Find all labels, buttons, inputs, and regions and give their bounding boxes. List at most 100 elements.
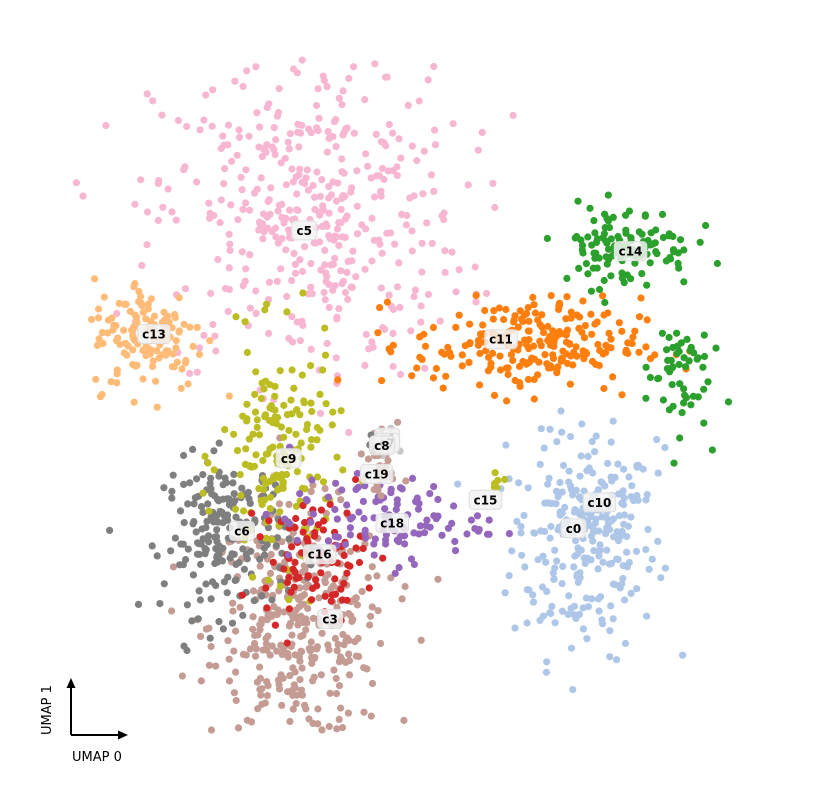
scatter-point-c5 — [362, 150, 370, 158]
scatter-point-c0 — [588, 595, 596, 603]
scatter-point-c6 — [194, 615, 202, 623]
scatter-point-c6 — [228, 550, 236, 558]
scatter-point-c6 — [229, 479, 237, 487]
scatter-point-c0 — [607, 602, 615, 610]
scatter-point-c14 — [599, 234, 607, 242]
scatter-point-c0 — [616, 584, 624, 592]
scatter-point-c11 — [537, 342, 545, 350]
scatter-point-c0 — [542, 558, 550, 566]
scatter-point-c5 — [252, 287, 260, 295]
scatter-point-c13 — [150, 312, 159, 320]
scatter-point-c5 — [181, 285, 190, 293]
scatter-point-unlabeled — [654, 375, 662, 383]
scatter-point-c5 — [393, 283, 402, 291]
scatter-point-c5 — [288, 313, 296, 321]
scatter-point-c9 — [266, 505, 274, 513]
scatter-point-c11 — [582, 349, 590, 357]
scatter-point-c11 — [474, 341, 482, 349]
scatter-point-c3 — [286, 672, 294, 680]
scatter-point-c0 — [598, 616, 606, 624]
scatter-point-c11 — [546, 332, 554, 341]
scatter-point-c9 — [245, 435, 253, 443]
scatter-point-c0 — [625, 558, 633, 567]
scatter-point-c3 — [337, 496, 345, 504]
scatter-point-c5 — [385, 120, 393, 129]
scatter-point-c11 — [604, 309, 612, 317]
scatter-point-unlabeled — [663, 346, 671, 354]
scatter-point-c5 — [296, 129, 305, 137]
scatter-point-unlabeled — [642, 394, 650, 402]
scatter-point-c3 — [290, 614, 298, 622]
scatter-point-c6 — [205, 532, 213, 540]
scatter-point-c6 — [190, 500, 198, 508]
scatter-point-c9 — [313, 473, 322, 481]
scatter-point-c5 — [474, 146, 482, 154]
scatter-point-c5 — [238, 248, 246, 256]
scatter-point-unlabeled — [677, 339, 685, 347]
scatter-point-c13 — [87, 315, 96, 324]
cluster-label-text: c8 — [374, 439, 389, 453]
scatter-point-c5 — [283, 292, 291, 301]
scatter-point-c14 — [618, 274, 627, 282]
cluster-label-c14: c14 — [613, 241, 648, 262]
scatter-point-c11 — [607, 335, 615, 343]
scatter-point-c0 — [515, 479, 523, 487]
scatter-point-c11 — [476, 381, 484, 389]
scatter-point-c0 — [614, 555, 622, 564]
scatter-point-c5 — [332, 354, 340, 362]
scatter-point-c11 — [455, 311, 463, 319]
scatter-point-c6 — [273, 534, 281, 542]
scatter-point-c3 — [268, 642, 276, 650]
scatter-point-c13 — [139, 375, 147, 383]
scatter-point-c5 — [217, 196, 225, 204]
scatter-point-c11 — [553, 369, 561, 377]
scatter-point-c3 — [345, 657, 354, 665]
scatter-point-c18 — [407, 555, 416, 563]
scatter-point-c5 — [368, 338, 376, 346]
scatter-point-c5 — [284, 138, 292, 146]
scatter-point-c9 — [255, 431, 264, 439]
scatter-point-c5 — [332, 197, 341, 205]
scatter-point-c9 — [243, 400, 251, 408]
y-axis-label: UMAP 1 — [40, 685, 55, 735]
scatter-point-c11 — [588, 330, 596, 338]
scatter-point-c11 — [599, 292, 607, 300]
scatter-point-c5 — [353, 167, 361, 175]
scatter-point-c14 — [602, 253, 610, 261]
scatter-point-c3 — [266, 569, 275, 578]
scatter-point-c5 — [314, 127, 322, 135]
scatter-point-c13 — [225, 392, 233, 400]
scatter-point-c14 — [604, 191, 612, 199]
scatter-point-c9 — [274, 414, 282, 422]
scatter-point-c18 — [420, 529, 429, 537]
scatter-point-c5 — [361, 361, 369, 369]
scatter-point-c5 — [334, 179, 342, 187]
scatter-point-c9 — [288, 366, 296, 374]
scatter-point-c9 — [313, 424, 321, 432]
scatter-point-c16 — [263, 604, 271, 612]
scatter-point-c10 — [545, 474, 553, 482]
scatter-point-c6 — [180, 451, 188, 460]
scatter-point-c3 — [289, 691, 297, 700]
scatter-point-c16 — [344, 561, 352, 569]
scatter-point-c5 — [315, 114, 323, 122]
scatter-point-c11 — [615, 319, 623, 327]
scatter-point-c16 — [291, 524, 299, 532]
scatter-point-c3 — [243, 716, 251, 724]
scatter-point-c13 — [91, 275, 99, 283]
scatter-point-c14 — [638, 270, 646, 278]
scatter-point-c0 — [537, 527, 545, 535]
scatter-point-c6 — [215, 618, 223, 626]
scatter-point-unlabeled — [667, 356, 675, 365]
scatter-point-c3 — [332, 690, 341, 698]
scatter-point-c3 — [273, 647, 281, 655]
scatter-point-c0 — [571, 552, 579, 560]
scatter-point-c18 — [346, 524, 354, 532]
scatter-point-c16 — [326, 500, 334, 508]
scatter-point-c10 — [607, 438, 615, 446]
scatter-point-c3 — [347, 612, 355, 620]
scatter-point-c5 — [452, 288, 460, 296]
scatter-point-c5 — [294, 206, 302, 214]
scatter-point-c5 — [235, 133, 244, 141]
scatter-point-c18 — [331, 532, 339, 541]
